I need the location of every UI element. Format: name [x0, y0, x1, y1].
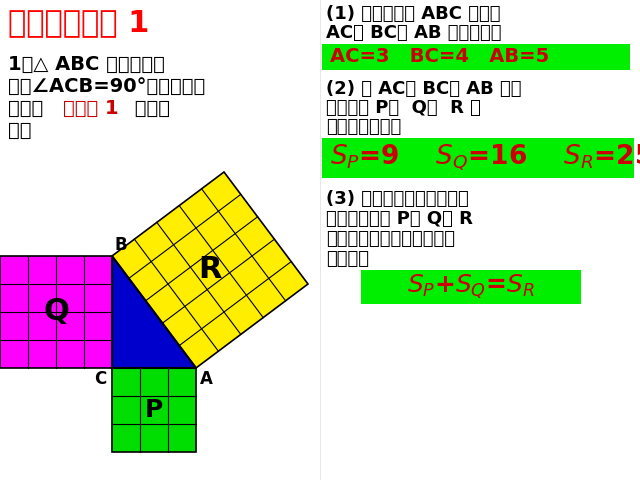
Polygon shape — [0, 256, 112, 368]
Polygon shape — [112, 256, 196, 368]
Text: (1) 直角三角形 ABC 的三边: (1) 直角三角形 ABC 的三边 — [326, 5, 500, 23]
Polygon shape — [112, 368, 196, 452]
Text: 关系呢？: 关系呢？ — [326, 250, 369, 268]
Text: $S_P$=9    $S_Q$=16    $S_R$=25: $S_P$=9 $S_Q$=16 $S_R$=25 — [330, 143, 640, 173]
FancyBboxPatch shape — [361, 270, 581, 304]
Text: (3) 观察所得到的数据，你: (3) 观察所得到的数据，你 — [326, 190, 468, 208]
Text: AC、 BC、 AB 各是多少？: AC、 BC、 AB 各是多少？ — [326, 24, 502, 42]
Text: 的面积之间具有怎样的等量: 的面积之间具有怎样的等量 — [326, 230, 455, 248]
Text: Q: Q — [43, 298, 69, 326]
Text: AC=3   BC=4   AB=5: AC=3 BC=4 AB=5 — [330, 48, 549, 67]
Text: 面积各是多少？: 面积各是多少？ — [326, 118, 401, 136]
Text: 的正方形 P、  Q、  R 的: 的正方形 P、 Q、 R 的 — [326, 99, 481, 117]
FancyBboxPatch shape — [322, 44, 630, 70]
Text: 边长为 1: 边长为 1 — [63, 99, 118, 118]
Text: 自学成果展示 1: 自学成果展示 1 — [8, 8, 149, 37]
Text: 形，∠ACB=90°，每个小方: 形，∠ACB=90°，每个小方 — [8, 77, 205, 96]
Text: P: P — [145, 398, 163, 422]
Text: B: B — [115, 236, 127, 254]
Text: 格都是: 格都是 — [8, 99, 44, 118]
Polygon shape — [112, 172, 308, 368]
Text: C: C — [94, 370, 106, 388]
Text: R: R — [198, 255, 221, 285]
Text: 能发现正方形 P、 Q、 R: 能发现正方形 P、 Q、 R — [326, 210, 473, 228]
Text: 的正方: 的正方 — [128, 99, 170, 118]
Text: 1、△ ABC 是直角三角: 1、△ ABC 是直角三角 — [8, 55, 165, 74]
Text: $S_P$+$S_Q$=$S_R$: $S_P$+$S_Q$=$S_R$ — [407, 273, 535, 301]
FancyBboxPatch shape — [322, 138, 634, 178]
Text: (2) 以 AC、 BC、 AB 为边: (2) 以 AC、 BC、 AB 为边 — [326, 80, 522, 98]
Text: 形．: 形． — [8, 121, 31, 140]
Text: A: A — [200, 370, 213, 388]
